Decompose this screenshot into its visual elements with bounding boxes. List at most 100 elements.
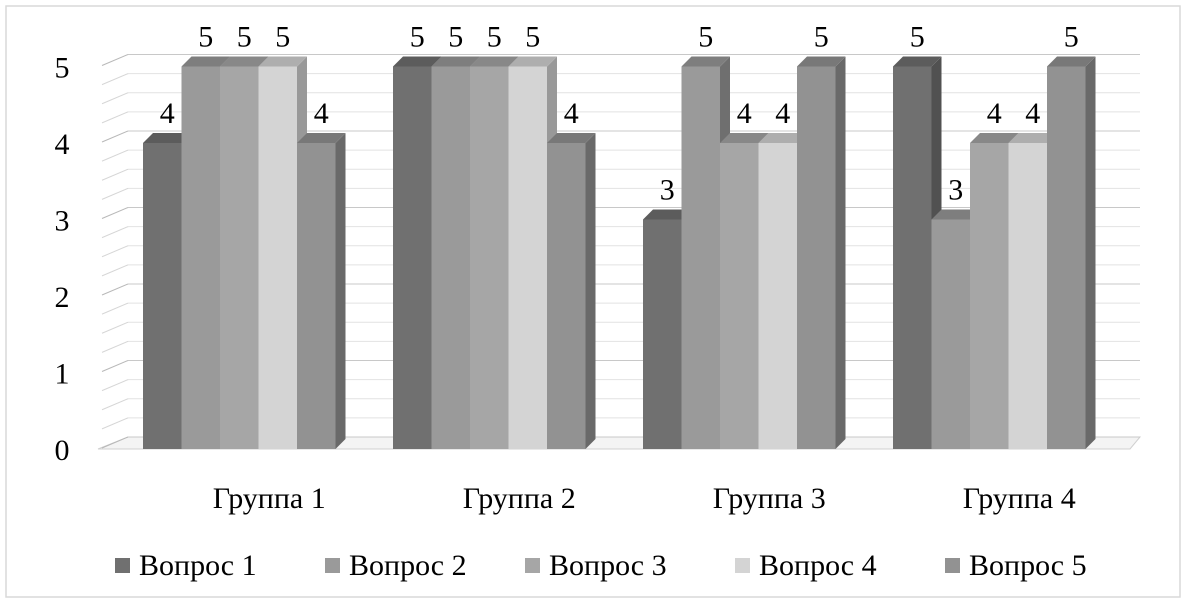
bar-front: [1047, 66, 1086, 449]
side-wall-gridline: [101, 264, 129, 277]
legend-item: Вопрос 3: [525, 549, 667, 582]
bar-front: [258, 66, 297, 449]
bar-top: [431, 56, 480, 67]
bar-front: [508, 66, 547, 449]
bar-front: [547, 143, 586, 449]
bar-side: [1085, 56, 1096, 449]
legend-label: Вопрос 3: [549, 549, 667, 582]
bar-front: [143, 143, 182, 449]
side-wall-gridline: [101, 73, 129, 86]
bar-front: [931, 219, 970, 449]
data-label: 4: [775, 97, 790, 130]
data-label: 5: [910, 21, 925, 54]
bar-front: [431, 66, 470, 449]
category-label: Группа 2: [463, 482, 576, 515]
bar-front: [970, 143, 1009, 449]
y-tick-label: 0: [55, 434, 70, 467]
bar-front: [893, 66, 932, 449]
bar-side: [835, 56, 846, 449]
legend-label: Вопрос 2: [349, 549, 467, 582]
legend-item: Вопрос 5: [945, 549, 1087, 582]
bar-front: [297, 143, 336, 449]
bar-front: [393, 66, 432, 449]
bar-top: [970, 133, 1019, 143]
data-label: 5: [275, 21, 290, 54]
side-wall-gridline: [101, 54, 129, 66]
bar-top: [643, 209, 692, 220]
side-wall-gridline: [101, 340, 129, 353]
side-wall-gridline: [101, 130, 129, 143]
legend-swatch: [735, 558, 750, 573]
bar-front: [643, 219, 682, 449]
bar: [1047, 56, 1096, 449]
data-label: 5: [487, 21, 502, 54]
data-label: 5: [1064, 21, 1079, 54]
data-label: 4: [160, 97, 175, 130]
bar-front: [681, 66, 720, 449]
x-axis-category-labels: Группа 1 Группа 2 Группа 3 Группа 4: [213, 482, 1076, 515]
bar-top: [758, 133, 807, 143]
bar-front: [220, 66, 259, 449]
legend-swatch: [945, 558, 960, 573]
bar-front: [1008, 143, 1047, 449]
side-wall-gridline: [101, 436, 129, 449]
legend-swatch: [325, 558, 340, 573]
chart-frame: [5, 5, 1181, 598]
bar-front: [181, 66, 220, 449]
side-wall-gridline: [101, 283, 129, 296]
data-label: 4: [737, 97, 752, 130]
side-wall-gridline: [101, 149, 129, 162]
data-label: 5: [198, 21, 213, 54]
data-label: 4: [1025, 97, 1040, 130]
data-label: 4: [564, 97, 579, 130]
side-wall-gridline: [101, 360, 129, 372]
side-wall-gridline: [101, 92, 129, 105]
bar-top: [470, 56, 519, 67]
data-label: 4: [314, 97, 329, 130]
bar-side: [335, 133, 346, 449]
bar-side: [585, 133, 596, 449]
bar-front: [720, 143, 759, 449]
bar-top: [547, 133, 596, 143]
bar-top: [508, 56, 557, 67]
y-tick-label: 4: [55, 128, 70, 161]
bar-top: [393, 56, 442, 67]
legend-swatch: [115, 558, 130, 573]
y-tick-label: 2: [55, 281, 70, 314]
legend-swatch: [525, 558, 540, 573]
category-label: Группа 1: [213, 482, 326, 515]
legend-item: Вопрос 2: [325, 549, 467, 582]
bar-top: [143, 133, 192, 143]
bar: [297, 133, 346, 449]
bar-front: [470, 66, 509, 449]
data-label: 5: [410, 21, 425, 54]
legend-label: Вопрос 4: [759, 549, 877, 582]
bar: [547, 133, 596, 449]
bar-top: [1008, 133, 1057, 143]
category-label: Группа 3: [713, 482, 826, 515]
side-wall-gridline: [101, 379, 129, 392]
legend-item: Вопрос 1: [115, 549, 257, 582]
side-wall-gridline: [101, 302, 129, 315]
side-wall-gridline: [101, 168, 129, 181]
side-wall-gridline: [101, 111, 129, 124]
side-wall-gridline: [101, 187, 129, 200]
y-tick-label: 1: [55, 358, 70, 391]
data-label: 5: [448, 21, 463, 54]
bar-top: [258, 56, 307, 67]
bar-top: [297, 133, 346, 143]
side-wall-gridline: [101, 321, 129, 334]
legend-item: Вопрос 4: [735, 549, 877, 582]
bars: [143, 56, 1096, 449]
side-wall-gridline: [101, 207, 129, 219]
bar-top: [720, 133, 769, 143]
bar-top: [181, 56, 230, 67]
data-label: 5: [525, 21, 540, 54]
legend-label: Вопрос 5: [969, 549, 1087, 582]
y-tick-label: 5: [55, 52, 70, 85]
y-axis-tick-labels: 0 1 2 3 4 5: [55, 52, 70, 468]
bar-top: [681, 56, 730, 67]
data-label: 5: [814, 21, 829, 54]
side-wall-gridline: [101, 245, 129, 258]
